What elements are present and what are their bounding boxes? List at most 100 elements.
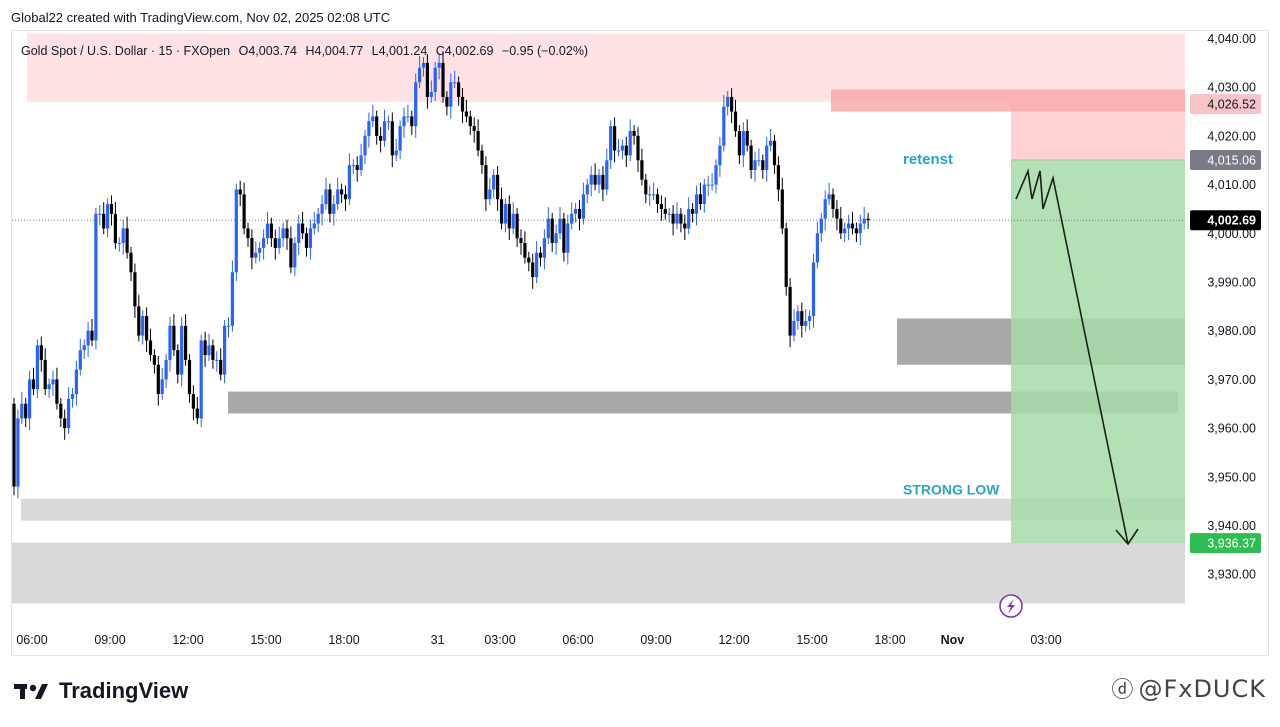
price-label-grey: 4,015.06 xyxy=(1207,153,1256,167)
candle-body xyxy=(90,330,94,341)
symbol-name[interactable]: Gold Spot / U.S. Dollar · 15 · FXOpen xyxy=(21,44,231,58)
candle-body xyxy=(86,330,90,346)
y-axis-tick-label: 3,970.00 xyxy=(1207,373,1256,387)
candle-body xyxy=(320,204,324,214)
candle-body xyxy=(125,228,129,253)
take-profit-area xyxy=(1011,159,1185,544)
candle-body xyxy=(148,340,153,356)
candle-body xyxy=(663,208,667,214)
candle-body xyxy=(542,238,546,258)
candle-body xyxy=(265,223,270,239)
x-axis-tick-label: Nov xyxy=(941,633,965,647)
candle-body xyxy=(811,262,816,317)
price-label-box xyxy=(1190,94,1261,115)
lightning-icon-bolt xyxy=(1007,599,1015,614)
candle-body xyxy=(574,208,578,214)
candle-body xyxy=(757,160,761,162)
candle-body xyxy=(718,145,722,166)
y-axis-tick-label: 3,980.00 xyxy=(1207,324,1256,338)
candle-body xyxy=(215,359,219,361)
candle-body xyxy=(340,189,344,195)
candle-body xyxy=(858,223,862,234)
candle-body xyxy=(527,257,531,263)
candle-body xyxy=(336,189,340,205)
candle-body xyxy=(242,194,246,229)
candle-body xyxy=(601,174,605,190)
candle-body xyxy=(620,145,624,151)
candle-body xyxy=(445,96,449,107)
candle-body xyxy=(418,67,422,83)
ohlc-low: L4,001.24 xyxy=(371,44,428,58)
x-axis-tick-label: 12:00 xyxy=(718,633,749,647)
candle-body xyxy=(550,218,554,244)
candle-body xyxy=(761,160,765,170)
author-watermark: ⓓ @FxDUCK xyxy=(1111,672,1266,704)
candle-body xyxy=(862,218,866,224)
candle-body xyxy=(472,126,476,132)
candle-body xyxy=(675,213,679,224)
candle-body xyxy=(581,194,585,219)
candle-body xyxy=(796,311,800,321)
y-axis-tick-label: 4,040.00 xyxy=(1207,32,1256,46)
candle-body xyxy=(55,379,59,404)
candle-body xyxy=(531,262,535,278)
candle-body xyxy=(667,213,671,215)
candle-body xyxy=(831,194,835,209)
price-label-target: 3,936.37 xyxy=(1207,537,1256,551)
candle-body xyxy=(609,126,613,161)
y-axis-tick-label: 3,990.00 xyxy=(1207,276,1256,290)
candle-body xyxy=(230,272,234,326)
candle-body xyxy=(468,116,472,127)
candle-body xyxy=(355,165,359,170)
candle-body xyxy=(63,418,67,429)
candle-body xyxy=(702,184,706,205)
candle-body xyxy=(850,223,855,229)
candle-body xyxy=(492,174,496,190)
candle-body xyxy=(808,316,812,321)
candle-body xyxy=(367,121,371,136)
candle-body xyxy=(691,208,695,214)
candle-body xyxy=(710,184,714,186)
tradingview-logo[interactable]: TradingView xyxy=(14,678,188,704)
candle-body xyxy=(293,243,297,268)
projection-path xyxy=(1015,168,1129,545)
x-axis-tick-label: 18:00 xyxy=(874,633,905,647)
candle-body xyxy=(698,194,702,205)
candle-body xyxy=(269,223,273,239)
candle-body xyxy=(488,189,492,200)
stop-loss-band xyxy=(831,89,1185,112)
candle-body xyxy=(379,135,383,141)
candle-body xyxy=(410,116,414,127)
candle-body xyxy=(43,359,47,390)
candle-body xyxy=(726,96,730,107)
candle-body xyxy=(687,208,691,229)
candle-body xyxy=(187,359,192,395)
candle-body xyxy=(745,131,749,146)
x-axis-tick-label: 09:00 xyxy=(94,633,125,647)
candle-body xyxy=(429,92,433,97)
price-label-box xyxy=(1190,149,1261,170)
candle-body xyxy=(546,218,550,239)
candle-body xyxy=(390,121,394,156)
candle-body xyxy=(102,213,106,229)
y-axis-tick-label: 3,950.00 xyxy=(1207,470,1256,484)
candle-body xyxy=(78,350,82,370)
candle-body xyxy=(145,316,149,341)
candle-body xyxy=(827,194,831,200)
candle-body xyxy=(784,228,788,287)
candle-body xyxy=(371,116,375,122)
candle-body xyxy=(297,223,301,244)
candle-body xyxy=(375,116,379,136)
tradingview-logo-text: TradingView xyxy=(59,678,189,703)
chart-frame[interactable] xyxy=(11,30,1269,656)
candle-body xyxy=(694,194,699,214)
candle-body xyxy=(804,320,808,326)
candle-body xyxy=(203,340,207,356)
candle-body xyxy=(792,320,796,336)
candle-body xyxy=(679,213,683,224)
price-label-box xyxy=(1190,533,1261,554)
candle-body xyxy=(593,174,597,185)
candle-body xyxy=(12,403,16,487)
candle-body xyxy=(616,150,621,152)
